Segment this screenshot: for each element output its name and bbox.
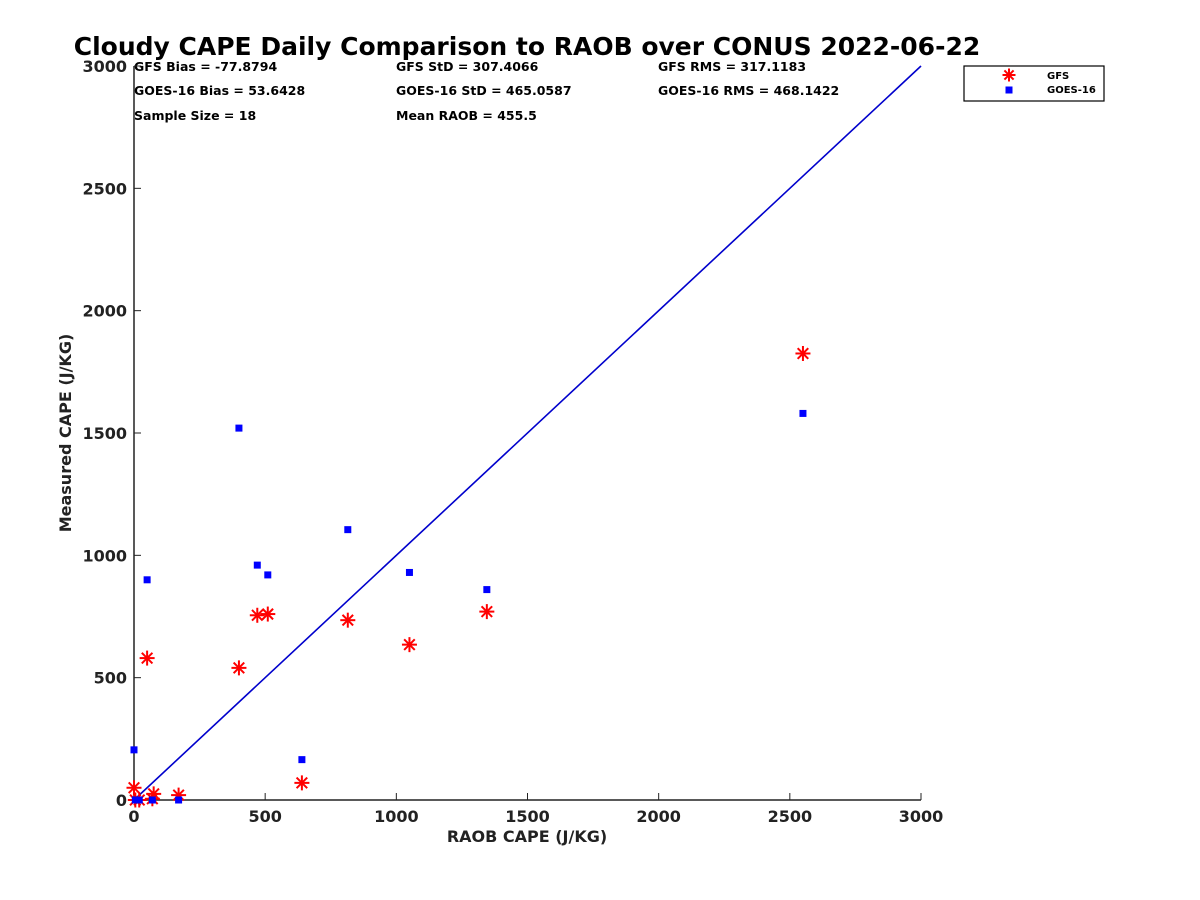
y-tick-label: 2000 bbox=[82, 302, 127, 321]
y-tick-label: 1000 bbox=[82, 546, 127, 565]
legend-goes-marker bbox=[1006, 87, 1013, 94]
goes16-point bbox=[175, 797, 182, 804]
x-tick-label: 1000 bbox=[374, 807, 419, 826]
x-tick-label: 2500 bbox=[768, 807, 813, 826]
gfs-point bbox=[260, 607, 275, 622]
one-to-one-line bbox=[134, 66, 921, 800]
goes16-point bbox=[131, 746, 138, 753]
legend-gfs-label: GFS bbox=[1047, 71, 1069, 82]
goes16-point bbox=[344, 526, 351, 533]
goes16-point bbox=[235, 425, 242, 432]
goes16-point bbox=[144, 576, 151, 583]
legend: GFS GOES-16 bbox=[964, 66, 1104, 101]
stat-gfs-std: GFS StD = 307.4066 bbox=[396, 59, 539, 74]
x-axis-label: RAOB CAPE (J/KG) bbox=[447, 827, 607, 846]
legend-gfs-asterisk bbox=[1003, 69, 1016, 82]
legend-goes-square bbox=[1006, 87, 1013, 94]
y-tick-label: 500 bbox=[94, 669, 127, 688]
y-tick-label: 2500 bbox=[82, 179, 127, 198]
stat-gfs-rms: GFS RMS = 317.1183 bbox=[658, 59, 806, 74]
stat-goes-rms: GOES-16 RMS = 468.1422 bbox=[658, 83, 839, 98]
gfs-point bbox=[402, 637, 417, 652]
stats-panel: GFS Bias = -77.8794 GOES-16 Bias = 53.64… bbox=[134, 59, 839, 123]
y-tick-label: 3000 bbox=[82, 57, 127, 76]
gfs-point bbox=[140, 651, 155, 666]
stat-goes-std: GOES-16 StD = 465.0587 bbox=[396, 83, 572, 98]
goes16-point bbox=[406, 569, 413, 576]
series-goes-16 bbox=[131, 410, 807, 804]
y-tick-label: 1500 bbox=[82, 424, 127, 443]
legend-goes-label: GOES-16 bbox=[1047, 85, 1096, 96]
x-tick-label: 3000 bbox=[899, 807, 944, 826]
cape-scatter-chart: Cloudy CAPE Daily Comparison to RAOB ove… bbox=[0, 0, 1200, 900]
stat-sample-size: Sample Size = 18 bbox=[134, 108, 256, 123]
series-gfs bbox=[127, 346, 811, 808]
goes16-point bbox=[254, 562, 261, 569]
reference-line-group bbox=[134, 66, 921, 800]
goes16-point bbox=[298, 756, 305, 763]
goes16-point bbox=[799, 410, 806, 417]
stat-mean-raob: Mean RAOB = 455.5 bbox=[396, 108, 537, 123]
chart-title: Cloudy CAPE Daily Comparison to RAOB ove… bbox=[74, 32, 980, 61]
goes16-point bbox=[483, 586, 490, 593]
axes: 0 500 1000 1500 2000 2500 3000 0 500 1000 1500 2000… bbox=[82, 57, 943, 826]
gfs-point bbox=[340, 613, 355, 628]
y-axis-label: Measured CAPE (J/KG) bbox=[56, 334, 75, 533]
legend-gfs-marker bbox=[1003, 69, 1016, 82]
gfs-point bbox=[231, 660, 246, 675]
stat-goes-bias: GOES-16 Bias = 53.6428 bbox=[134, 83, 305, 98]
x-tick-label: 0 bbox=[128, 807, 139, 826]
goes16-point bbox=[136, 797, 143, 804]
y-tick-label: 0 bbox=[116, 791, 127, 810]
gfs-point bbox=[795, 346, 810, 361]
gfs-point bbox=[294, 775, 309, 790]
goes16-point bbox=[149, 797, 156, 804]
goes16-point bbox=[264, 571, 271, 578]
x-tick-label: 500 bbox=[248, 807, 281, 826]
stat-gfs-bias: GFS Bias = -77.8794 bbox=[134, 59, 277, 74]
x-tick-label: 1500 bbox=[505, 807, 550, 826]
x-tick-label: 2000 bbox=[636, 807, 681, 826]
data-points bbox=[127, 346, 811, 808]
gfs-point bbox=[479, 604, 494, 619]
